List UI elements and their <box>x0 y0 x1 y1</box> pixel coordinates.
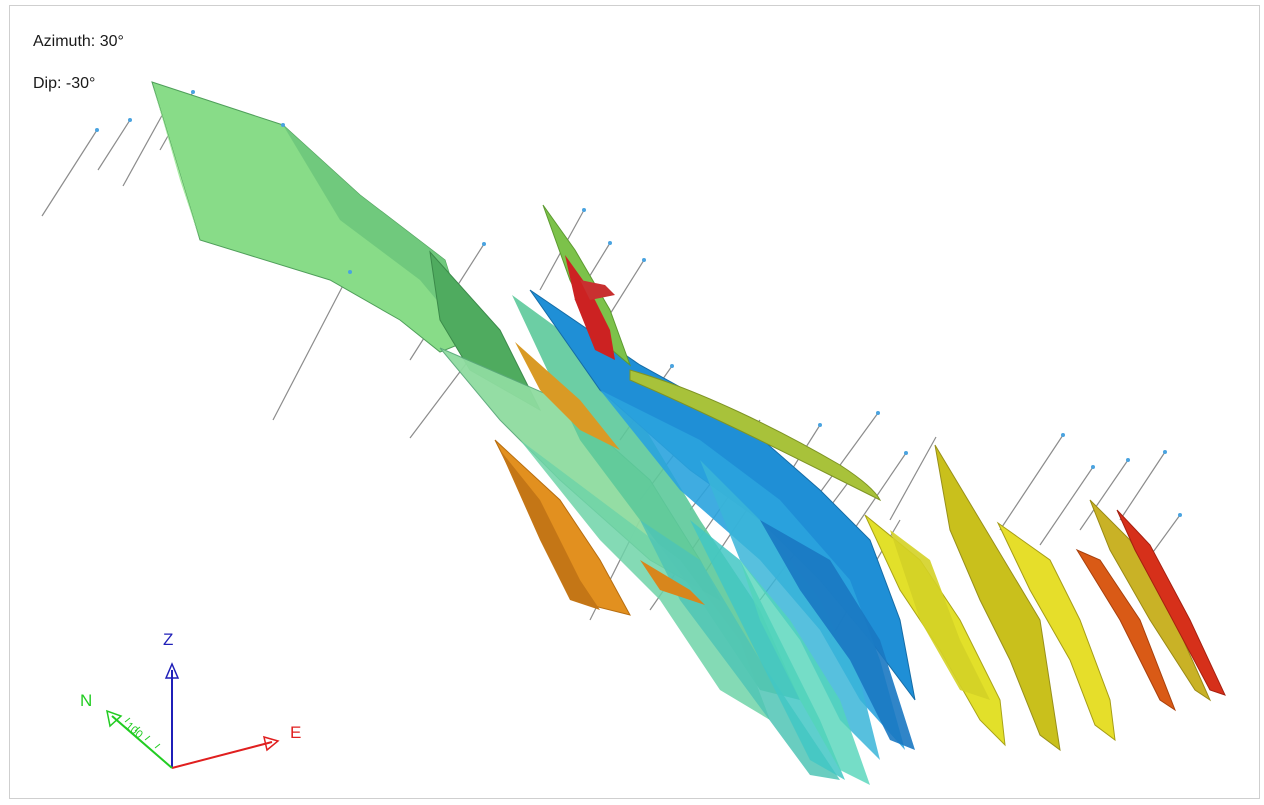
drillhole <box>1119 451 1166 521</box>
drillhole <box>889 436 937 521</box>
drillhole <box>1079 459 1129 531</box>
viewport-frame <box>9 5 1260 799</box>
vein-teal <box>690 520 870 785</box>
axis-triad: Z N E 100 <box>80 630 301 769</box>
n-axis <box>111 715 173 769</box>
drillhole <box>97 119 131 171</box>
vein-green-large <box>151 81 471 353</box>
n-axis-scale-label: 100 <box>123 720 145 741</box>
drillhole <box>999 434 1064 531</box>
e-axis-label: E <box>290 723 301 742</box>
collar-markers <box>95 90 1182 517</box>
z-axis-label: Z <box>163 630 173 649</box>
dip-readout: Dip: -30° <box>33 75 96 92</box>
n-axis-arrow-icon <box>106 709 123 728</box>
vein-yellow <box>864 444 1116 752</box>
drillhole <box>272 271 351 421</box>
e-axis <box>171 741 273 769</box>
vein-green-red-top <box>542 204 632 367</box>
drillhole <box>1039 466 1094 546</box>
azimuth-readout: Azimuth: 30° <box>33 33 124 50</box>
vein-olive-tube <box>629 369 882 502</box>
drillhole <box>122 109 166 187</box>
drillhole <box>41 129 98 217</box>
vein-orange <box>494 342 705 616</box>
n-axis-label: N <box>80 691 92 710</box>
e-axis-arrow-icon <box>262 735 280 752</box>
z-axis-arrow-icon <box>164 662 180 679</box>
vein-red-right <box>1075 499 1226 712</box>
